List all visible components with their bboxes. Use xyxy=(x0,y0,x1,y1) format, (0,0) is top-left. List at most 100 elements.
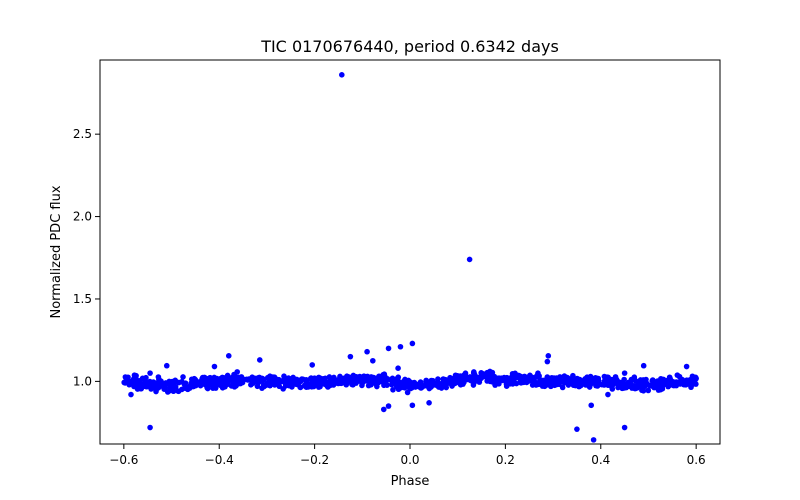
data-point xyxy=(693,375,699,382)
y-tick-label: 1.5 xyxy=(73,292,92,306)
data-point xyxy=(229,374,235,381)
outlier-point xyxy=(544,358,551,365)
data-point xyxy=(456,377,463,384)
chart-title: TIC 0170676440, period 0.6342 days xyxy=(260,37,559,56)
data-point xyxy=(674,372,681,378)
x-tick-label: 0.2 xyxy=(496,453,515,467)
data-point xyxy=(251,375,258,382)
outlier-point xyxy=(385,345,392,352)
outlier-point xyxy=(621,424,628,431)
data-point xyxy=(460,381,466,387)
data-point xyxy=(555,376,561,383)
data-point xyxy=(433,381,439,387)
data-point xyxy=(647,382,653,389)
data-point xyxy=(649,377,656,383)
data-point xyxy=(359,382,365,389)
data-point xyxy=(317,381,323,387)
data-point xyxy=(345,374,352,380)
data-point xyxy=(155,374,162,380)
data-point xyxy=(143,383,150,390)
data-point xyxy=(267,373,273,380)
outlier-point xyxy=(128,391,134,398)
data-point xyxy=(480,371,486,377)
data-point xyxy=(290,381,296,387)
y-tick-label: 1.0 xyxy=(73,374,92,388)
data-point xyxy=(143,374,149,381)
x-tick-label: −0.2 xyxy=(300,453,329,467)
data-point xyxy=(330,382,337,388)
data-point xyxy=(335,380,342,387)
outlier-point xyxy=(397,343,404,350)
outlier-point xyxy=(309,362,316,368)
data-point xyxy=(592,376,599,383)
data-point xyxy=(191,383,198,389)
outlier-point xyxy=(395,365,401,371)
data-point xyxy=(688,379,695,386)
data-point xyxy=(153,388,159,395)
outlier-point xyxy=(683,363,690,370)
data-point xyxy=(631,374,638,381)
data-point xyxy=(134,386,141,392)
data-point xyxy=(469,374,476,381)
data-point xyxy=(615,381,622,388)
data-point xyxy=(681,380,687,387)
data-point xyxy=(190,378,196,385)
outlier-point xyxy=(211,363,218,370)
data-point xyxy=(180,374,186,380)
data-point xyxy=(493,375,499,382)
outlier-point xyxy=(545,353,552,359)
outlier-point xyxy=(380,406,387,413)
data-point xyxy=(175,388,182,395)
outlier-point xyxy=(605,391,611,398)
data-point xyxy=(489,369,496,376)
data-point xyxy=(559,384,566,391)
data-point xyxy=(240,376,247,382)
outlier-point xyxy=(147,424,153,431)
data-point xyxy=(303,376,310,383)
outlier-point xyxy=(409,340,416,347)
data-point xyxy=(263,382,270,389)
x-tick-label: 0.0 xyxy=(400,453,419,467)
data-point xyxy=(396,382,403,389)
data-point xyxy=(354,375,360,382)
data-point xyxy=(282,379,288,386)
data-point xyxy=(172,377,179,384)
data-point xyxy=(585,376,591,383)
outlier-point xyxy=(588,402,595,409)
data-point xyxy=(449,375,455,382)
data-point xyxy=(609,378,616,385)
data-point xyxy=(509,381,516,387)
data-point xyxy=(152,380,158,386)
outlier-point xyxy=(621,370,628,376)
x-tick-label: −0.4 xyxy=(205,453,234,467)
data-point xyxy=(536,379,543,385)
data-point xyxy=(563,377,570,384)
data-point xyxy=(234,369,241,375)
data-point xyxy=(350,380,357,386)
data-point xyxy=(228,383,235,389)
data-point xyxy=(602,377,608,384)
data-point xyxy=(125,374,131,381)
data-point xyxy=(135,378,142,384)
data-point xyxy=(660,376,667,383)
data-point xyxy=(271,382,278,388)
data-point xyxy=(322,381,329,388)
x-tick-label: 0.6 xyxy=(687,453,706,467)
outlier-point xyxy=(163,362,170,369)
data-point xyxy=(645,387,652,394)
outlier-point xyxy=(590,437,597,443)
data-point xyxy=(531,374,538,381)
data-point xyxy=(412,384,419,390)
data-point xyxy=(197,381,203,388)
data-point xyxy=(224,373,231,380)
y-tick-label: 2.5 xyxy=(73,127,92,141)
outlier-point xyxy=(574,426,580,432)
data-point xyxy=(672,379,679,385)
data-point xyxy=(235,381,241,387)
data-point xyxy=(389,375,396,382)
y-tick-label: 2.0 xyxy=(73,210,92,224)
data-point xyxy=(629,384,636,391)
data-point xyxy=(693,381,699,387)
